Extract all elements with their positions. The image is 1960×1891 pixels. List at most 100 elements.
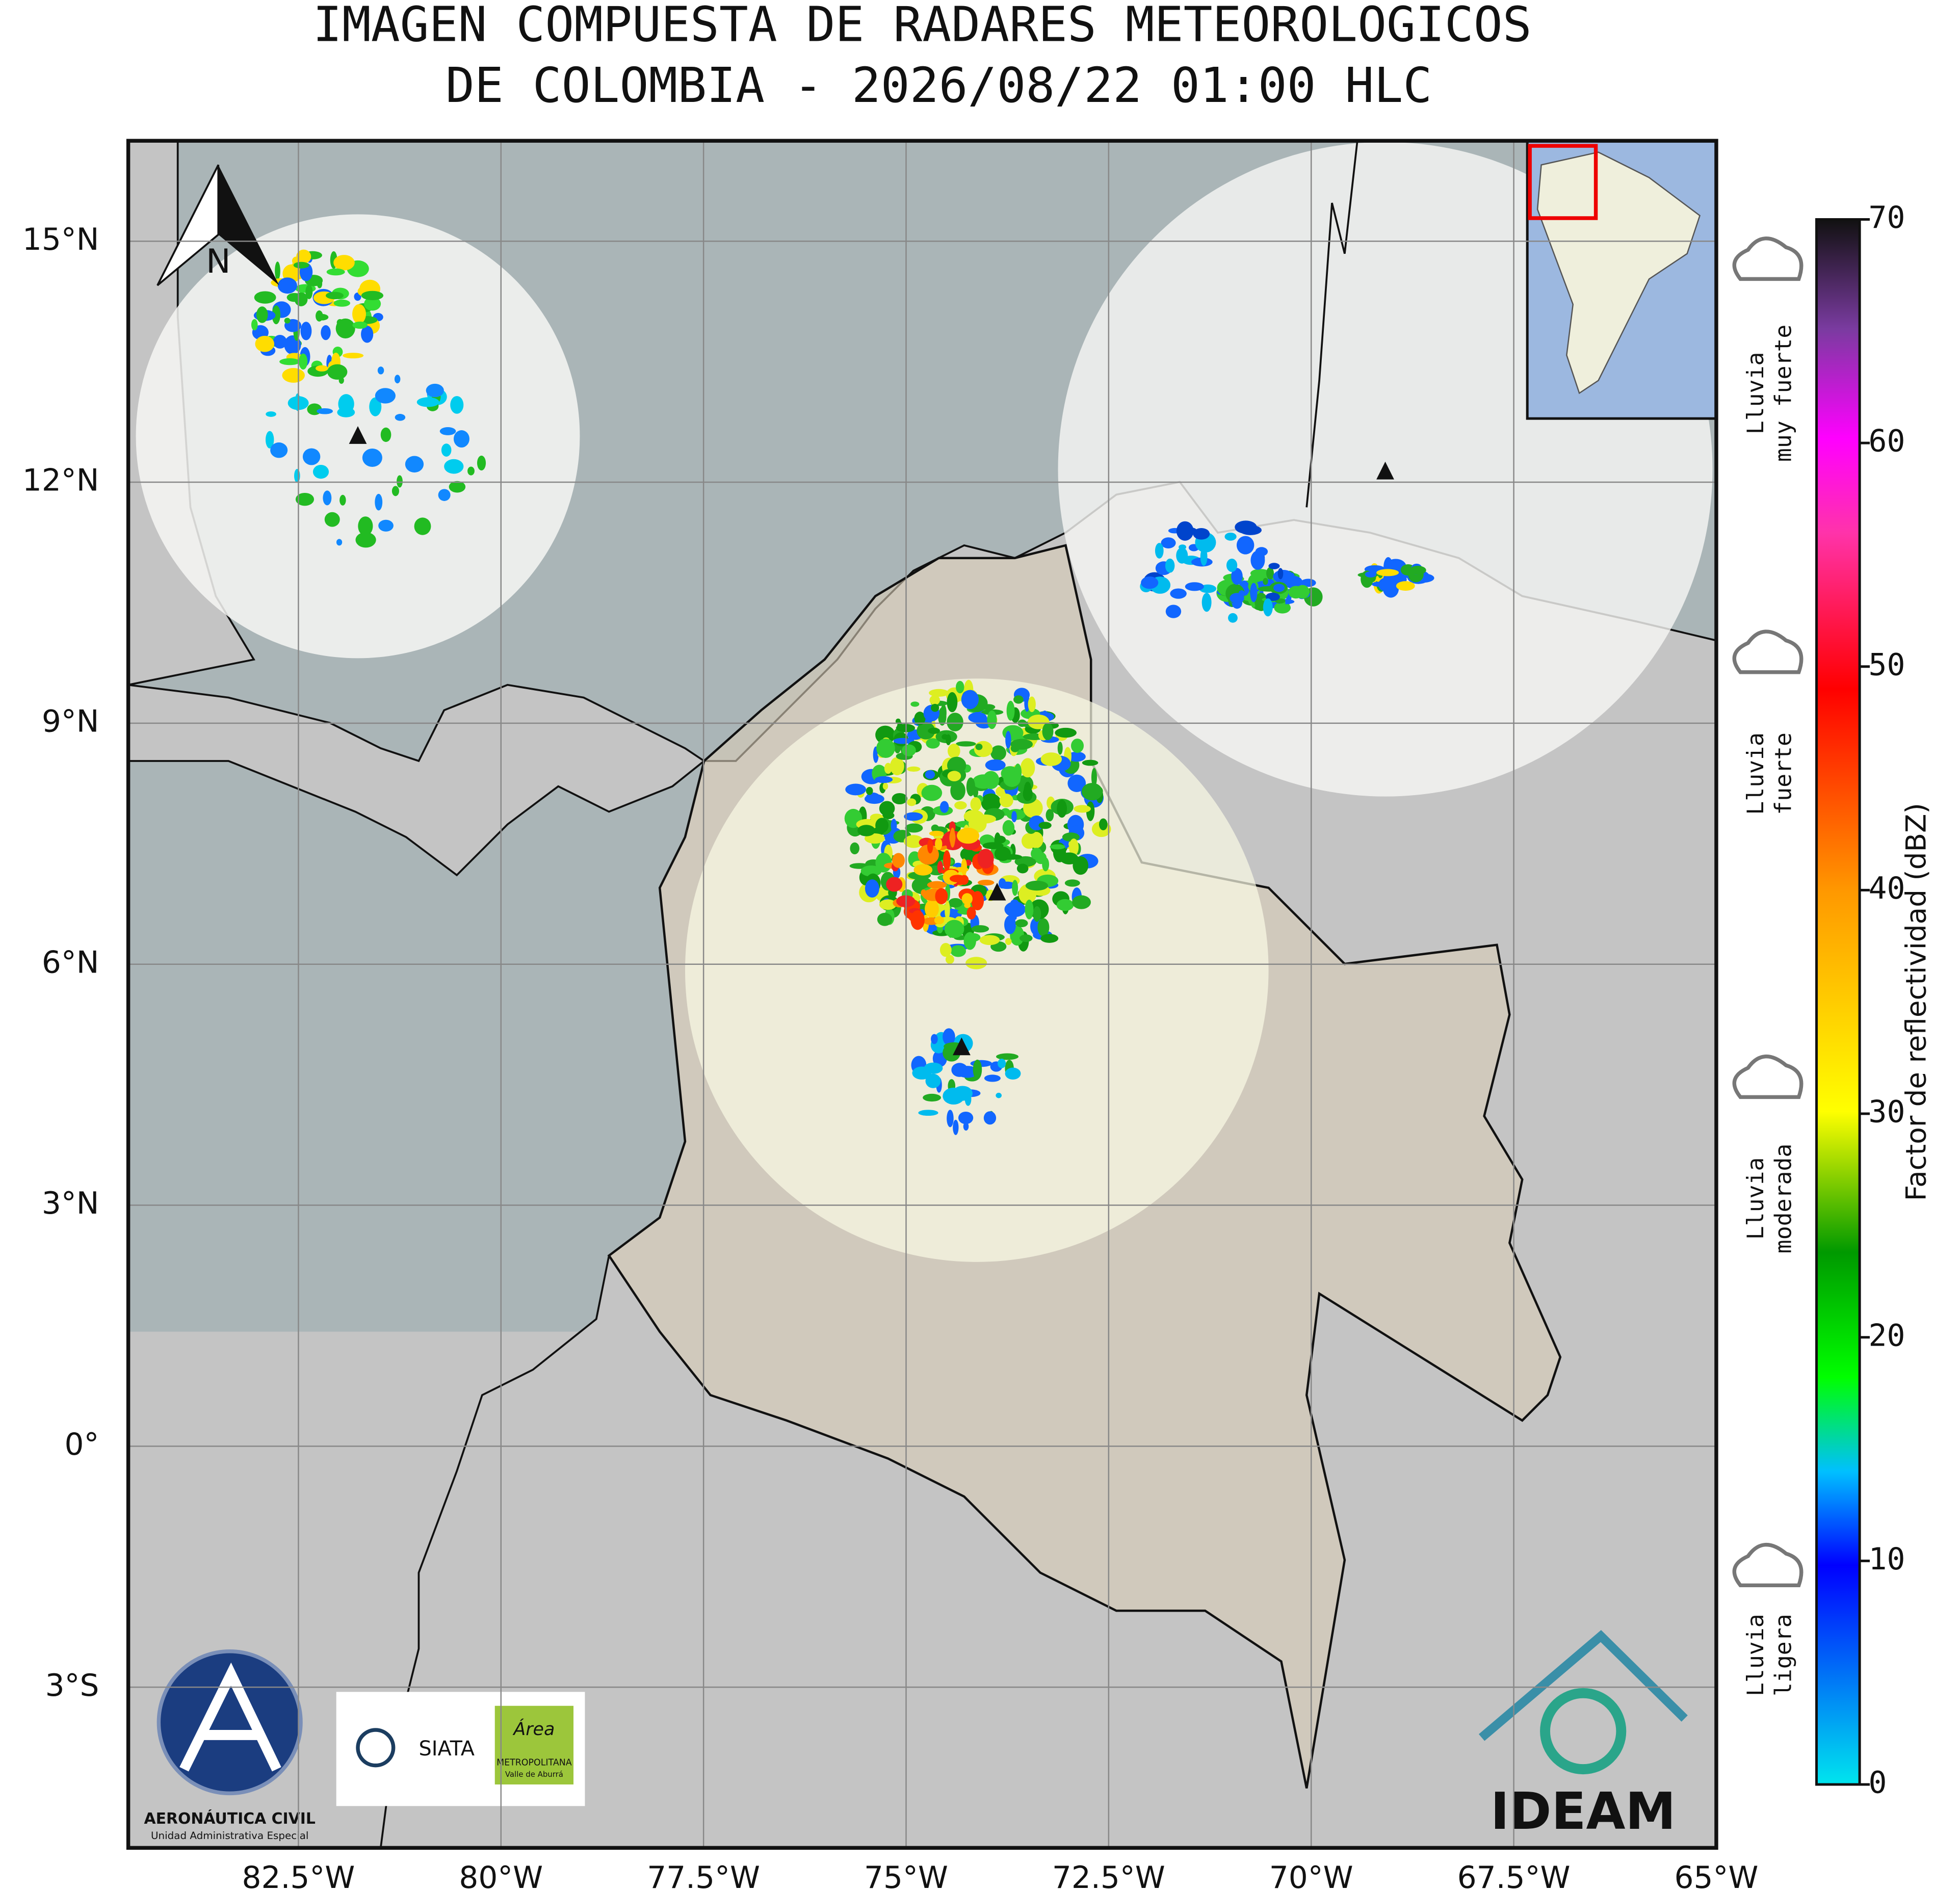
radar-echo: [1002, 820, 1015, 836]
radar-echo: [1239, 525, 1262, 535]
radar-echo: [1005, 938, 1012, 945]
rain-legend-label: Lluvia: [1742, 1614, 1769, 1696]
radar-echo: [884, 763, 892, 774]
radar-echo: [1038, 822, 1052, 829]
radar-echo: [907, 798, 917, 806]
radar-echo: [1200, 547, 1208, 566]
y-tick-label: 9°N: [42, 704, 99, 739]
radar-echo: [1250, 583, 1258, 602]
radar-echo: [361, 325, 374, 343]
radar-echo: [910, 910, 925, 930]
radar-echo: [973, 787, 979, 798]
radar-echo: [948, 898, 963, 908]
radar-echo: [1029, 832, 1043, 849]
radar-echo: [450, 396, 464, 414]
radar-echo: [996, 1092, 1002, 1098]
colorbar-tick-label: 0: [1869, 1766, 1887, 1801]
radar-echo: [875, 818, 889, 833]
radar-echo: [965, 957, 987, 969]
radar-echo: [1023, 786, 1033, 801]
radar-echo: [1006, 700, 1015, 721]
radar-echo: [1042, 857, 1050, 872]
radar-echo: [914, 712, 926, 725]
radar-echo: [983, 1111, 997, 1125]
radar-echo: [361, 291, 384, 300]
radar-echo: [1226, 559, 1238, 572]
radar-echo: [295, 393, 301, 411]
radar-echo: [1013, 695, 1024, 704]
radar-echo: [1365, 571, 1376, 578]
y-tick-label: 0°: [65, 1427, 99, 1462]
radar-echo: [1376, 569, 1399, 576]
radar-echo: [975, 743, 983, 750]
x-tick-label: 72.5°W: [1052, 1860, 1165, 1891]
radar-echo: [860, 865, 882, 877]
radar-echo: [929, 695, 940, 705]
radar-echo: [971, 925, 989, 933]
radar-echo: [1099, 818, 1108, 830]
radar-echo: [1020, 934, 1033, 942]
map-area: N AERONÁUTICA CIVIL Unidad Administrativ…: [128, 141, 1716, 1848]
radar-echo: [439, 427, 456, 435]
radar-echo: [1193, 528, 1210, 540]
radar-echo: [338, 377, 344, 384]
radar-echo: [333, 299, 351, 307]
radar-echo: [929, 830, 944, 836]
logo-text: METROPOLITANA: [496, 1758, 572, 1768]
radar-echo: [979, 935, 1000, 946]
radar-echo: [892, 793, 908, 805]
radar-echo: [910, 701, 920, 707]
radar-echo: [1042, 722, 1054, 741]
radar-echo: [1268, 563, 1280, 569]
radar-echo: [947, 692, 958, 713]
radar-echo: [273, 335, 287, 349]
rain-legend-label: moderada: [1770, 1144, 1797, 1254]
map-frame: [126, 139, 1718, 1850]
radar-echo: [333, 255, 355, 271]
radar-echo: [266, 431, 274, 449]
radar-echo: [337, 407, 355, 417]
radar-echo: [875, 776, 893, 783]
radar-echo: [935, 888, 948, 905]
radar-echo: [277, 277, 297, 294]
radar-echo: [312, 465, 329, 479]
radar-echo: [251, 319, 258, 331]
radar-echo: [929, 689, 949, 697]
radar-echo: [875, 853, 892, 873]
radar-echo: [397, 475, 403, 488]
logo-text: SIATA: [419, 1737, 475, 1761]
radar-echo: [921, 889, 927, 897]
radar-echo: [1046, 809, 1054, 822]
radar-echo: [995, 835, 1006, 844]
radar-echo: [1176, 521, 1194, 541]
radar-echo: [956, 741, 976, 747]
radar-echo: [467, 466, 475, 476]
radar-echo: [961, 858, 968, 876]
radar-echo: [921, 784, 943, 801]
logo-text: Valle de Aburrá: [505, 1770, 563, 1779]
radar-echo: [1031, 848, 1042, 860]
radar-echo: [1230, 593, 1244, 604]
radar-echo: [923, 1093, 942, 1102]
radar-echo: [987, 710, 997, 729]
radar-echo: [1201, 593, 1212, 612]
radar-echo: [934, 916, 945, 925]
x-tick-label: 65°W: [1675, 1860, 1759, 1891]
radar-echo: [299, 353, 308, 370]
radar-echo: [256, 306, 268, 323]
title-line: IMAGEN COMPUESTA DE RADARES METEOROLOGIC…: [313, 0, 1532, 53]
radar-echo: [438, 489, 451, 501]
colorbar-tick-label: 60: [1869, 424, 1905, 459]
radar-echo: [925, 770, 935, 779]
rain-legend-label: Lluvia: [1742, 352, 1769, 435]
x-tick-label: 82.5°W: [242, 1860, 355, 1891]
radar-echo: [302, 448, 321, 465]
radar-echo: [1263, 577, 1268, 585]
radar-echo: [1040, 752, 1062, 766]
radar-echo: [316, 310, 323, 322]
radar-echo: [326, 268, 345, 276]
radar-echo: [953, 1119, 959, 1135]
radar-echo: [300, 322, 312, 340]
radar-echo: [876, 739, 895, 758]
